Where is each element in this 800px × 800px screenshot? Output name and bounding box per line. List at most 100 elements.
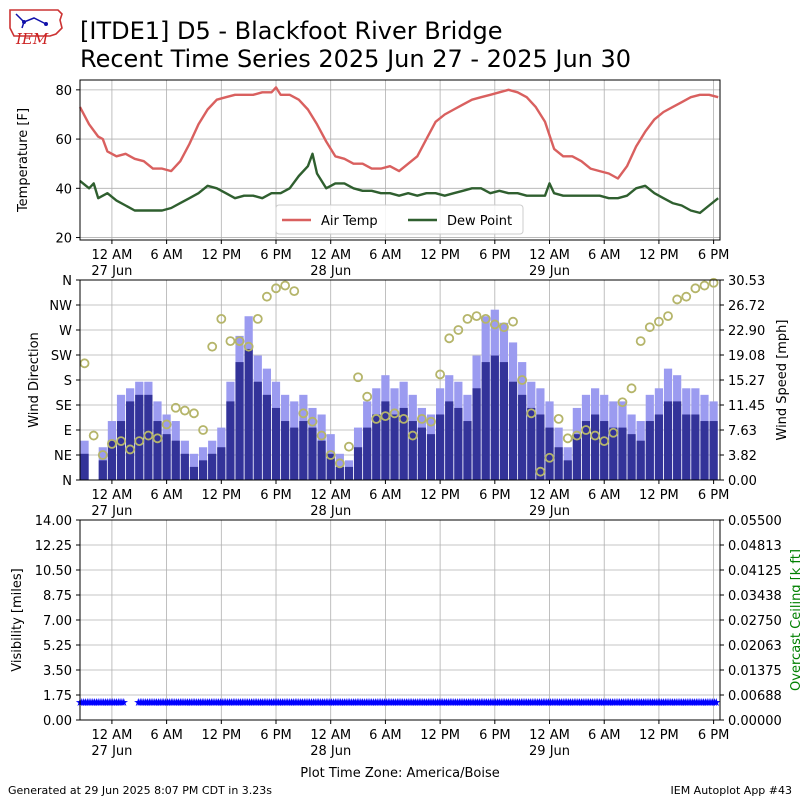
visibility-marker: ★ xyxy=(296,696,306,709)
visibility-marker: ★ xyxy=(343,696,353,709)
visibility-marker: ★ xyxy=(451,696,461,709)
wind-direction-point xyxy=(234,336,245,347)
visibility-marker: ★ xyxy=(102,696,112,709)
visibility-marker: ★ xyxy=(669,696,679,709)
visibility-marker: ★ xyxy=(101,696,111,709)
visibility-marker: ★ xyxy=(595,696,605,709)
visibility-marker: ★ xyxy=(684,696,694,709)
wind-direction-point xyxy=(134,436,145,447)
wind-direction-point xyxy=(544,452,555,463)
x-tick-label: 6 PM xyxy=(479,488,510,503)
visibility-marker: ★ xyxy=(700,696,710,709)
wind-direction-point xyxy=(216,313,227,324)
visibility-marker: ★ xyxy=(294,696,304,709)
visibility-tick-label: 3.50 xyxy=(43,664,72,679)
visibility-marker: ★ xyxy=(597,696,607,709)
ceiling-tick-label: 0.00688 xyxy=(728,689,782,704)
wind-direction-point xyxy=(407,430,418,441)
x-tick-date-label: 27 Jun xyxy=(91,264,132,279)
visibility-tick-label: 5.25 xyxy=(43,639,72,654)
visibility-tick-label: 12.25 xyxy=(35,539,72,554)
visibility-marker: ★ xyxy=(493,696,503,709)
visibility-marker: ★ xyxy=(184,696,194,709)
visibility-marker: ★ xyxy=(387,696,397,709)
ceiling-tick-label: 0.04813 xyxy=(728,539,782,554)
wind-speed-tick-label: 3.82 xyxy=(728,449,757,464)
visibility-marker: ★ xyxy=(445,696,455,709)
wind-direction-point xyxy=(289,286,300,297)
visibility-marker: ★ xyxy=(263,696,273,709)
x-tick-date-label: 27 Jun xyxy=(91,504,132,519)
wind-speed-tick-label: 7.63 xyxy=(728,424,757,439)
visibility-marker: ★ xyxy=(640,696,650,709)
visibility-marker: ★ xyxy=(228,696,238,709)
visibility-marker: ★ xyxy=(290,696,300,709)
visibility-marker: ★ xyxy=(491,696,501,709)
wind-speed-inner-bar xyxy=(381,401,390,480)
wind-direction-point xyxy=(471,311,482,322)
wind-direction-point xyxy=(252,313,263,324)
wind-speed-inner-bar xyxy=(518,394,527,480)
wind-direction-point xyxy=(161,419,172,430)
visibility-marker: ★ xyxy=(298,696,308,709)
wind-speed-inner-bar xyxy=(144,394,153,480)
visibility-marker: ★ xyxy=(394,696,404,709)
wind-direction-point xyxy=(325,450,336,460)
wind-speed-inner-bar xyxy=(600,421,609,480)
wind-speed-inner-bar xyxy=(645,421,654,480)
visibility-marker: ★ xyxy=(593,696,603,709)
visibility-marker: ★ xyxy=(560,696,570,709)
ceiling-tick-label: 0.02063 xyxy=(728,639,782,654)
x-tick-label: 12 AM xyxy=(92,728,133,743)
visibility-tick-label: 10.50 xyxy=(35,564,72,579)
wind-direction-point xyxy=(681,291,692,302)
visibility-marker: ★ xyxy=(629,696,639,709)
x-tick-label: 12 AM xyxy=(310,728,351,743)
visibility-marker: ★ xyxy=(524,696,534,709)
visibility-marker: ★ xyxy=(409,696,419,709)
visibility-marker: ★ xyxy=(403,696,413,709)
visibility-marker: ★ xyxy=(695,696,705,709)
visibility-marker: ★ xyxy=(77,696,87,709)
visibility-marker: ★ xyxy=(648,696,658,709)
wind-dir-tick-label: NW xyxy=(49,299,72,314)
visibility-marker: ★ xyxy=(381,696,391,709)
visibility-marker: ★ xyxy=(620,696,630,709)
legend-dew-point-label: Dew Point xyxy=(447,214,512,229)
visibility-marker: ★ xyxy=(172,696,182,709)
wind-direction-point xyxy=(189,408,199,419)
visibility-marker: ★ xyxy=(666,696,676,709)
wind-direction-point xyxy=(243,341,254,352)
visibility-marker: ★ xyxy=(576,696,586,709)
visibility-marker: ★ xyxy=(179,696,189,709)
visibility-marker: ★ xyxy=(265,696,275,709)
wind-dir-tick-label: NE xyxy=(54,449,72,464)
visibility-marker: ★ xyxy=(230,696,240,709)
visibility-marker: ★ xyxy=(533,696,543,709)
legend-air-temp-label: Air Temp xyxy=(321,214,378,229)
wind-direction-point xyxy=(571,430,582,441)
visibility-marker: ★ xyxy=(276,696,286,709)
visibility-marker: ★ xyxy=(274,696,284,709)
visibility-marker: ★ xyxy=(152,696,162,709)
wind-direction-point xyxy=(307,416,318,427)
visibility-marker: ★ xyxy=(91,696,101,709)
wind-speed-inner-bar xyxy=(317,440,326,480)
visibility-tick-label: 14.00 xyxy=(35,514,72,529)
wind-direction-point xyxy=(298,408,309,419)
visibility-marker: ★ xyxy=(646,696,656,709)
visibility-marker: ★ xyxy=(206,696,216,709)
wind-direction-point xyxy=(334,458,345,469)
wind-speed-inner-bar xyxy=(581,421,591,480)
visibility-marker: ★ xyxy=(474,696,484,709)
wind-speed-inner-bar xyxy=(198,460,208,480)
x-tick-label: 12 AM xyxy=(310,248,351,263)
visibility-marker: ★ xyxy=(133,696,143,709)
visibility-marker: ★ xyxy=(635,696,645,709)
visibility-marker: ★ xyxy=(197,696,207,709)
wind-speed-inner-bar xyxy=(536,414,545,480)
wind-speed-inner-bar xyxy=(363,427,372,480)
visibility-marker: ★ xyxy=(607,696,617,709)
wind-speed-inner-bar xyxy=(372,414,381,480)
wind-speed-inner-bar xyxy=(390,414,399,480)
